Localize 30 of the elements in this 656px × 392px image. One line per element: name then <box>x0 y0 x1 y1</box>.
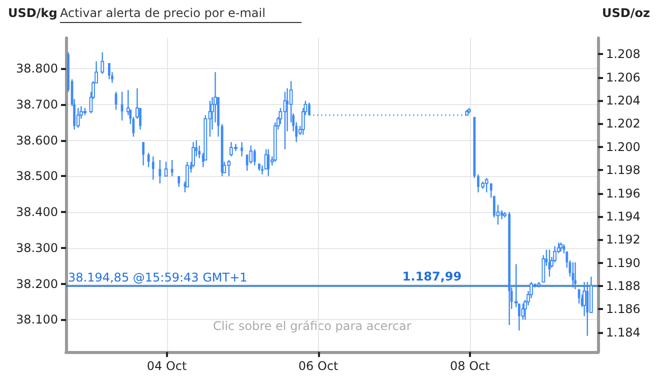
y-tick-label: 38.700 <box>16 97 58 112</box>
ref-line-label: 38.194,85 @15:59:43 GMT+1 <box>68 270 248 285</box>
y-tick-label: 38.600 <box>16 133 58 148</box>
y2-tick-label: 1.196 <box>606 186 640 200</box>
annotation: Clic sobre el gráfico para acercar <box>213 319 412 333</box>
y-tick-label: 38.200 <box>16 276 58 291</box>
x-tick-label: 08 Oct <box>450 359 490 373</box>
y2-tick-label: 1.204 <box>606 94 640 108</box>
y2-tick-label: 1.190 <box>606 256 640 270</box>
annotation: 1.187,99 <box>402 270 462 284</box>
y2-tick-label: 1.198 <box>606 163 640 178</box>
y2-tick-label: 1.208 <box>606 47 640 62</box>
y2-tick-label: 1.202 <box>606 116 640 131</box>
y2-tick-label: 1.194 <box>606 209 640 224</box>
y2-axis-title: USD/oz <box>602 6 650 20</box>
y2-tick-label: 1.184 <box>606 325 640 340</box>
text: Activar alerta de precio por e-mail <box>60 6 266 20</box>
x-tick-label: 06 Oct <box>298 359 339 373</box>
y2-tick-label: 1.186 <box>606 302 640 316</box>
x-tick-label: 04 Oct <box>146 359 187 373</box>
y-tick-label: 38.500 <box>16 169 58 184</box>
y-tick-label: 38.400 <box>16 205 58 220</box>
y2-tick-label: 1.200 <box>606 140 640 154</box>
y2-tick-label: 1.192 <box>606 232 640 247</box>
y-tick-label: 38.300 <box>16 240 58 255</box>
y-tick-label: 38.800 <box>16 62 58 76</box>
y2-tick-label: 1.206 <box>606 70 640 84</box>
y2-tick-label: 1.188 <box>606 278 640 293</box>
y-tick-label: 38.100 <box>16 312 58 327</box>
y-axis-title: USD/kg <box>8 6 58 20</box>
